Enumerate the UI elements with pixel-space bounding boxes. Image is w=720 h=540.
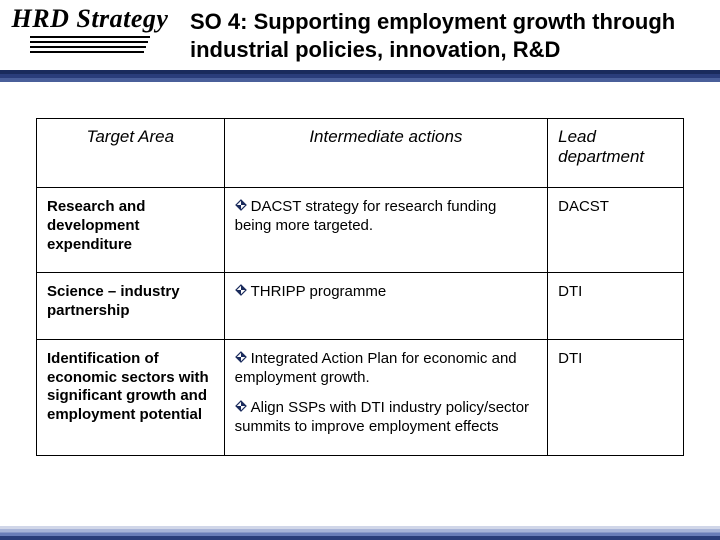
col-header-target-area: Target Area bbox=[37, 119, 225, 188]
footer-accent-bar bbox=[0, 526, 720, 540]
actions-cell: DACST strategy for research funding bein… bbox=[224, 188, 548, 273]
logo-text: HRD Strategy bbox=[12, 4, 169, 34]
actions-cell: Integrated Action Plan for economic and … bbox=[224, 339, 548, 455]
bullet-icon bbox=[235, 284, 247, 296]
action-text: Integrated Action Plan for economic and … bbox=[235, 350, 517, 386]
logo-block: HRD Strategy bbox=[0, 0, 180, 70]
bullet-icon bbox=[235, 199, 247, 211]
action-text: THRIPP programme bbox=[251, 283, 387, 300]
target-area-cell: Science – industry partnership bbox=[37, 273, 225, 340]
logo-underline-icon bbox=[30, 36, 150, 56]
lead-department-cell: DACST bbox=[548, 188, 684, 273]
target-area-cell: Research and development expenditure bbox=[37, 188, 225, 273]
action-text: Align SSPs with DTI industry policy/sect… bbox=[235, 399, 529, 435]
lead-department-cell: DTI bbox=[548, 273, 684, 340]
strategy-table: Target Area Intermediate actions Lead de… bbox=[36, 118, 684, 456]
target-area-cell: Identification of economic sectors with … bbox=[37, 339, 225, 455]
content-area: Target Area Intermediate actions Lead de… bbox=[0, 78, 720, 456]
table-row: Identification of economic sectors with … bbox=[37, 339, 684, 455]
lead-department-cell: DTI bbox=[548, 339, 684, 455]
actions-cell: THRIPP programme bbox=[224, 273, 548, 340]
slide-header: HRD Strategy SO 4: Supporting employment… bbox=[0, 0, 720, 78]
table-row: Research and development expenditure DACS… bbox=[37, 188, 684, 273]
action-item: Integrated Action Plan for economic and … bbox=[235, 350, 538, 388]
action-item: DACST strategy for research funding bein… bbox=[235, 198, 538, 236]
bullet-icon bbox=[235, 400, 247, 412]
slide-title: SO 4: Supporting employment growth throu… bbox=[180, 0, 720, 70]
table-row: Science – industry partnership THRIPP pro… bbox=[37, 273, 684, 340]
col-header-lead: Lead department bbox=[548, 119, 684, 188]
bullet-icon bbox=[235, 351, 247, 363]
action-text: DACST strategy for research funding bein… bbox=[235, 198, 497, 234]
action-item: Align SSPs with DTI industry policy/sect… bbox=[235, 399, 538, 437]
table-header-row: Target Area Intermediate actions Lead de… bbox=[37, 119, 684, 188]
col-header-actions: Intermediate actions bbox=[224, 119, 548, 188]
action-item: THRIPP programme bbox=[235, 283, 538, 302]
